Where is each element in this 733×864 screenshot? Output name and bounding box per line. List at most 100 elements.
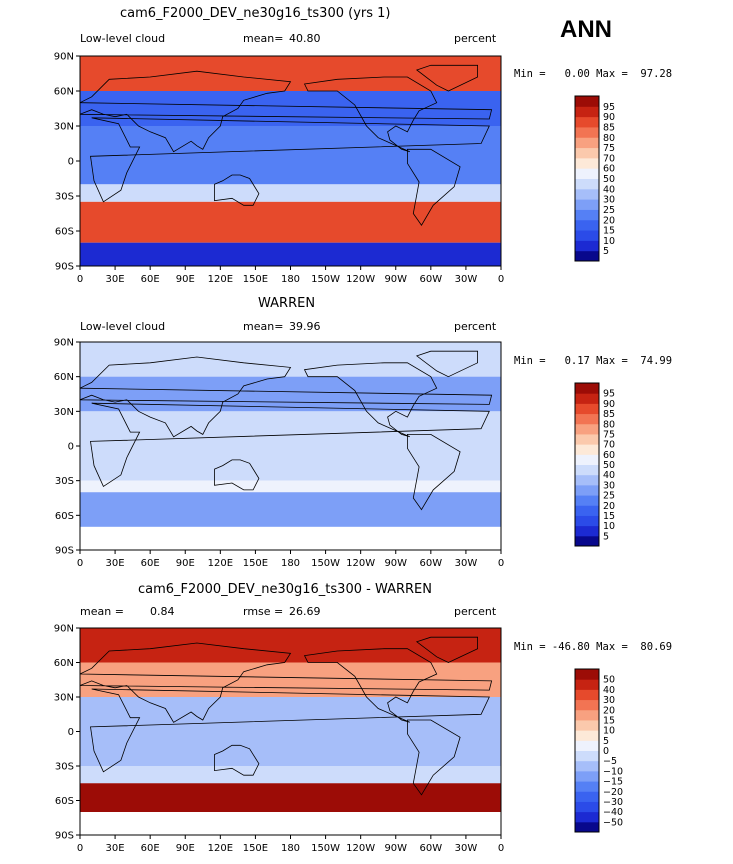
panel-2-colorbar-swatch-8 [575,454,599,465]
panel-2-colorbar-swatch-12 [575,413,599,425]
panel-2-lat-band-2 [80,411,501,481]
panel-3-xtick-label-11: 30W [455,843,478,854]
panel-3-colorbar-label-12: −30 [603,797,623,808]
panel-3-rmse-label: rmse = [243,605,284,618]
panel-3-coastline-1 [79,642,493,723]
panel-1-minmax: Min = 0.00 Max = 97.28 [514,68,673,80]
panel-1-xtick-label-9: 90W [384,274,407,285]
panel-3-colorbar-label-4: 15 [603,715,615,726]
panel-1-colorbar-swatch-0 [575,250,599,262]
panel-2-colorbar-label-1: 90 [603,399,615,410]
panel-2-title: WARREN [258,296,316,311]
panel-3-colorbar-label-13: −40 [603,807,623,818]
panel-1-xtick-label-12: 0 [498,274,504,285]
panel-2-colorbar-label-10: 25 [603,491,615,502]
panel-2-colorbar-swatch-9 [575,444,599,455]
panel-2-colorbar-swatch-15 [575,383,599,394]
panel-2-colorbar-label-2: 85 [603,409,615,420]
panel-2-xtick-label-7: 150W [311,558,340,569]
panel-1-colorbar-swatch-13 [575,116,599,128]
panel-3-xtick-label-9: 90W [384,843,407,854]
panel-1-colorbar-swatch-10 [575,147,599,159]
panel-3-colorbar-swatch-0 [575,821,599,833]
panel-1-colorbar-swatch-2 [575,230,599,241]
panel-2-xtick-label-5: 150E [243,558,268,569]
panel-1-ytick-label-4: 30S [55,192,74,203]
panel-3-ytick-label-1: 60N [54,658,74,669]
panel-2-colorbar-swatch-6 [575,474,599,486]
panel-1-ytick-label-3: 0 [68,157,74,168]
panel-2-minmax: Min = 0.17 Max = 74.99 [514,355,673,367]
panel-1-colorbar-label-2: 85 [603,122,615,133]
panel-3-ytick-label-5: 60S [55,796,74,807]
panel-1-colorbar-label-10: 25 [603,205,615,216]
panel-2-xtick-label-6: 180 [281,558,300,569]
panel-3-colorbar-swatch-13 [575,689,599,701]
panel-3-ytick-label-3: 0 [68,727,74,738]
panel-1-xtick-label-5: 150E [243,274,268,285]
panel-3-colorbar-label-9: −10 [603,766,623,777]
panel-3-ytick-label-6: 90S [55,831,74,842]
panel-3-ytick-label-2: 30N [54,693,74,704]
panel-3-colorbar-label-6: 5 [603,736,609,747]
panel-2-colorbar-label-11: 20 [603,501,615,512]
panel-1-colorbar-swatch-8 [575,168,599,179]
panel-1-mean-value: 40.80 [289,32,321,45]
panel-1-xtick-label-7: 150W [311,274,340,285]
panel-1-colorbar-label-12: 15 [603,226,615,237]
panel-1-lat-band-0 [80,56,501,91]
panel-1-colorbar-swatch-11 [575,137,599,149]
panel-2-colorbar-swatch-13 [575,403,599,415]
panel-3-colorbar-swatch-4 [575,781,599,792]
panel-3-mean-label: mean = [80,605,124,618]
panel-2-ytick-label-2: 30N [54,407,74,418]
panel-3-colorbar-label-10: −15 [603,777,623,788]
panel-3-coastline-5 [415,636,479,663]
panel-1-colorbar-swatch-3 [575,219,599,231]
panel-2-colorbar-label-13: 10 [603,521,615,532]
panel-2-ytick-label-1: 60N [54,372,74,383]
panel-3-xtick-label-1: 30E [106,843,125,854]
panel-1-colorbar-swatch-15 [575,96,599,107]
panel-3-lat-band-0 [80,628,501,663]
panel-2-mean-value: 39.96 [289,320,321,333]
panel-2-coastline-5 [415,350,479,378]
panel-1-xtick-label-0: 0 [77,274,83,285]
panel-2-lat-band-5 [80,526,501,550]
panel-3-ytick-label-0: 90N [54,624,74,635]
panel-2-colorbar-swatch-11 [575,423,599,435]
panel-2-ytick-label-0: 90N [54,338,74,349]
panel-1-colorbar-frame [574,95,600,262]
panel-1-colorbar-swatch-5 [575,199,599,210]
panel-3-minmax: Min = -46.80 Max = 80.69 [514,641,673,653]
panel-3-xtick-label-3: 90E [176,843,195,854]
panel-2-colorbar-swatch-4 [575,495,599,506]
panel-1-coastline-5 [415,64,479,92]
panel-1-lat-band-3 [80,184,501,202]
panel-3-colorbar-swatch-11 [575,709,599,721]
panel-2-coastline-3 [406,433,461,511]
panel-3-colorbar-swatch-1 [575,811,599,823]
panel-2-xtick-label-4: 120E [208,558,233,569]
panel-3-colorbar-swatch-15 [575,669,599,680]
panel-2-mean-label: mean= [243,320,284,333]
panel-2-colorbar-swatch-1 [575,525,599,537]
panel-2-xtick-label-2: 60E [141,558,160,569]
season-label: ANN [560,16,612,43]
panel-3-xtick-label-6: 180 [281,843,300,854]
panel-3-colorbar-label-0: 50 [603,675,615,686]
panel-2-ytick-label-6: 90S [55,546,74,557]
panel-3-colorbar-label-3: 20 [603,705,615,716]
panel-1-ytick-label-1: 60N [54,87,74,98]
panel-1-colorbar-label-7: 50 [603,174,615,185]
panel-1-ytick-label-5: 60S [55,227,74,238]
panel-1-title: cam6_F2000_DEV_ne30g16_ts300 (yrs 1) [120,6,391,21]
panel-3-xtick-label-8: 120W [346,843,375,854]
panel-1-lat-band-2 [80,126,501,185]
panel-1-coastline-0 [90,117,490,203]
panel-1-colorbar-label-14: 5 [603,246,609,257]
panel-2-colorbar-swatch-3 [575,505,599,516]
